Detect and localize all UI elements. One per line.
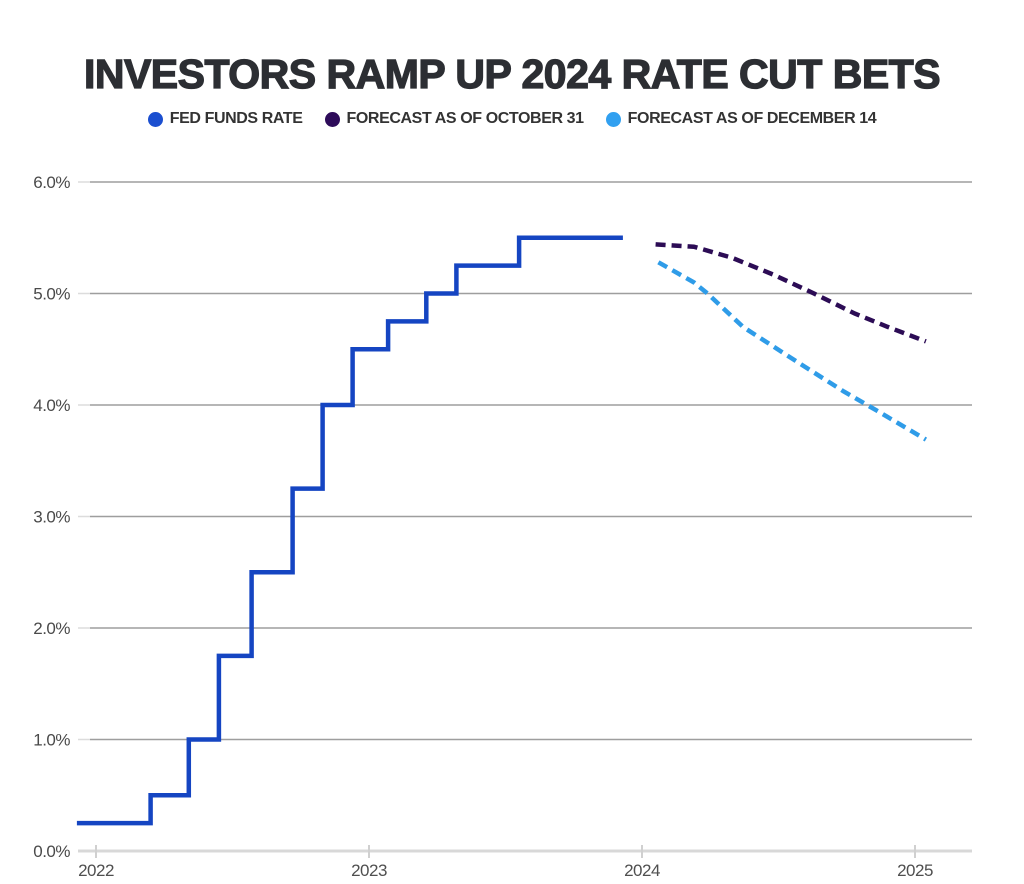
y-axis-label: 0.0%	[33, 842, 70, 861]
series-line-forecast-as-of-october-31	[655, 242, 927, 344]
legend-dot-icon	[324, 111, 340, 127]
x-axis-label: 2025	[897, 861, 933, 880]
x-axis-label: 2022	[78, 861, 114, 880]
series-line-fed-funds-rate	[76, 235, 623, 826]
chart-legend: FED FUNDS RATE FORECAST AS OF OCTOBER 31 F…	[0, 110, 1024, 128]
x-axis-label: 2024	[624, 861, 660, 880]
legend-item-0: FED FUNDS RATE	[147, 110, 303, 128]
y-axis-label: 4.0%	[33, 396, 70, 415]
legend-item-2: FORECAST AS OF DECEMBER 14	[605, 110, 877, 128]
chart-title: INVESTORS RAMP UP 2024 RATE CUT BETS	[83, 51, 941, 98]
y-axis-label: 6.0%	[33, 173, 70, 192]
series-line-forecast-as-of-december-14	[657, 260, 928, 442]
legend-dot-icon	[605, 111, 621, 127]
y-axis-label: 3.0%	[33, 508, 70, 527]
legend-label: FED FUNDS RATE	[169, 110, 303, 127]
x-axis-label: 2023	[351, 861, 387, 880]
legend-label: FORECAST AS OF DECEMBER 14	[627, 110, 877, 127]
y-axis-label: 2.0%	[33, 619, 70, 638]
legend-item-1: FORECAST AS OF OCTOBER 31	[324, 110, 585, 128]
y-axis-label: 5.0%	[33, 285, 70, 304]
legend-label: FORECAST AS OF OCTOBER 31	[346, 110, 585, 127]
legend-dot-icon	[147, 111, 163, 127]
y-axis-label: 1.0%	[33, 731, 70, 750]
